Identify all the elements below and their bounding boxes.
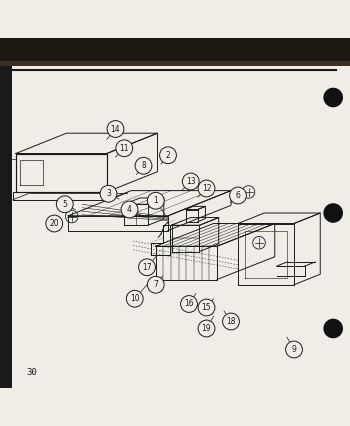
Circle shape bbox=[181, 296, 197, 312]
Circle shape bbox=[182, 173, 199, 190]
Circle shape bbox=[198, 320, 215, 337]
Circle shape bbox=[107, 121, 124, 138]
Text: 7: 7 bbox=[153, 280, 158, 289]
Bar bbox=[0, 61, 350, 66]
Circle shape bbox=[286, 341, 302, 358]
Text: 2: 2 bbox=[166, 151, 170, 160]
Text: 11: 11 bbox=[119, 144, 129, 153]
Text: 12: 12 bbox=[202, 184, 211, 193]
Circle shape bbox=[160, 147, 176, 164]
Circle shape bbox=[323, 203, 343, 223]
Circle shape bbox=[121, 201, 138, 218]
Circle shape bbox=[147, 193, 164, 209]
Text: 17: 17 bbox=[142, 263, 152, 272]
Text: 1: 1 bbox=[153, 196, 158, 205]
Text: 4: 4 bbox=[127, 205, 132, 214]
Circle shape bbox=[323, 88, 343, 107]
Circle shape bbox=[198, 299, 215, 316]
Text: 3: 3 bbox=[106, 189, 111, 198]
Circle shape bbox=[126, 291, 143, 307]
Circle shape bbox=[230, 187, 246, 204]
Text: 15: 15 bbox=[202, 303, 211, 312]
Text: 19: 19 bbox=[202, 324, 211, 333]
Bar bbox=[0, 38, 350, 61]
Text: 10: 10 bbox=[130, 294, 140, 303]
Text: 20: 20 bbox=[49, 219, 59, 228]
Text: 14: 14 bbox=[111, 124, 120, 133]
Circle shape bbox=[139, 259, 155, 276]
Circle shape bbox=[100, 185, 117, 202]
Circle shape bbox=[147, 276, 164, 293]
Text: 13: 13 bbox=[186, 177, 196, 186]
Text: 5: 5 bbox=[62, 200, 67, 209]
Circle shape bbox=[223, 313, 239, 330]
Circle shape bbox=[135, 157, 152, 174]
Circle shape bbox=[323, 319, 343, 338]
Text: 8: 8 bbox=[141, 161, 146, 170]
Circle shape bbox=[46, 215, 63, 232]
Text: 16: 16 bbox=[184, 299, 194, 308]
Bar bbox=[0, 38, 12, 388]
Circle shape bbox=[56, 196, 73, 213]
Circle shape bbox=[116, 140, 133, 157]
Text: 18: 18 bbox=[226, 317, 236, 326]
Text: 6: 6 bbox=[236, 191, 240, 200]
Text: 30: 30 bbox=[26, 368, 37, 377]
Circle shape bbox=[198, 180, 215, 197]
Text: 9: 9 bbox=[292, 345, 296, 354]
